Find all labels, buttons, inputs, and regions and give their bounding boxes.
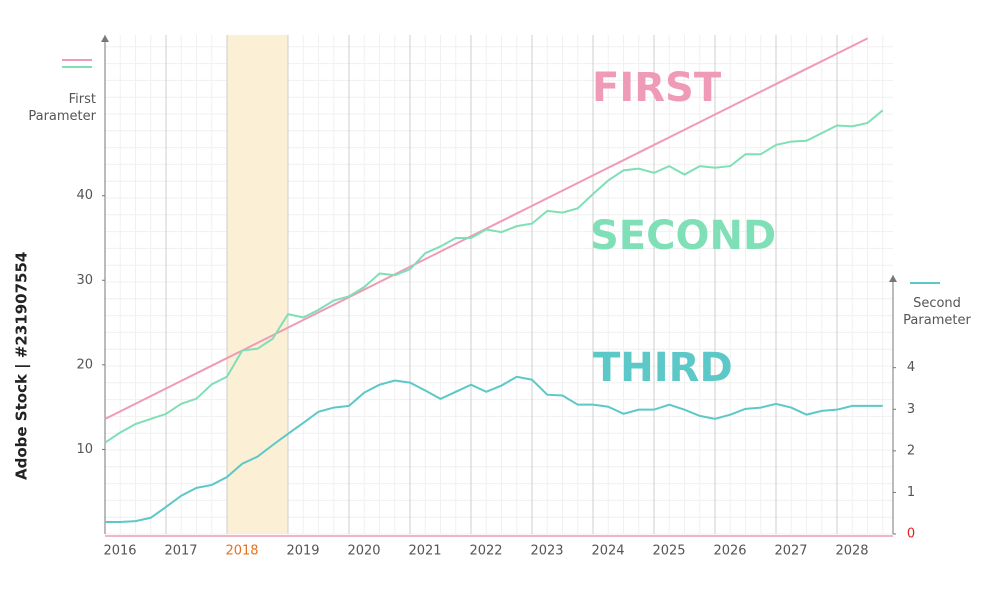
label-line: Parameter — [28, 109, 96, 124]
series-label: THIRD — [593, 345, 733, 391]
y-tick-label: 20 — [76, 357, 93, 372]
x-tick-label: 2023 — [530, 544, 563, 559]
x-tick-label: 2016 — [103, 544, 136, 559]
x-tick-label: 2026 — [713, 544, 746, 559]
y-axis-title: First Parameter — [28, 92, 96, 124]
y2-axis-title: Second Parameter — [903, 296, 971, 328]
x-tick-label: 2017 — [164, 544, 197, 559]
label-line: Second — [913, 296, 961, 311]
label-line: First — [69, 92, 96, 107]
label-line: Parameter — [903, 313, 971, 328]
x-tick-label: 2020 — [347, 544, 380, 559]
y2-tick-label: 4 — [907, 360, 915, 375]
series-label: SECOND — [590, 213, 776, 259]
x-tick-label: 2028 — [835, 544, 868, 559]
series-line — [104, 109, 884, 444]
y2-tick-label: 3 — [907, 402, 915, 417]
x-tick-label: 2027 — [774, 544, 807, 559]
x-tick-label: 2024 — [591, 544, 624, 559]
highlight-band — [227, 35, 288, 534]
series-line — [105, 375, 883, 523]
x-tick-label: 2022 — [469, 544, 502, 559]
x-tick-label: 2018 — [225, 544, 258, 559]
x-tick-label: 2025 — [652, 544, 685, 559]
watermark: Adobe Stock | #231907554 — [13, 252, 32, 480]
y2-tick-label: 2 — [907, 443, 915, 458]
y-tick-label: 30 — [76, 273, 93, 288]
x-tick-label: 2021 — [408, 544, 441, 559]
y2-tick-label: 0 — [907, 527, 915, 542]
series-label: FIRST — [592, 65, 722, 111]
y-tick-label: 40 — [76, 188, 93, 203]
y2-tick-label: 1 — [907, 485, 915, 500]
y-axis-arrow — [101, 35, 109, 42]
y-tick-label: 10 — [76, 442, 93, 457]
x-tick-label: 2019 — [286, 544, 319, 559]
y2-axis-arrow — [889, 275, 897, 282]
